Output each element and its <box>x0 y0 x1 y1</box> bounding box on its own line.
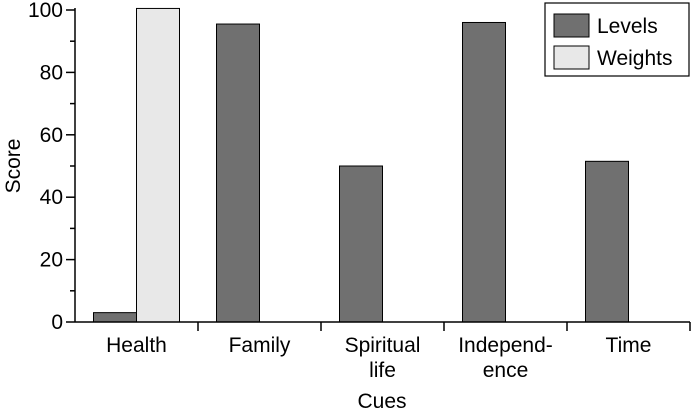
y-tick-label: 80 <box>40 61 63 84</box>
y-tick-label: 100 <box>28 0 63 22</box>
y-tick-label: 40 <box>40 186 63 209</box>
x-tick-label: Independ-ence <box>458 334 553 382</box>
x-tick-label: Health <box>106 334 167 357</box>
legend-swatch-weights <box>553 45 590 70</box>
y-ticks-group: 0 20 40 60 80 100 <box>28 0 75 334</box>
bars-group <box>93 7 629 323</box>
legend-label-weights: Weights <box>597 47 672 70</box>
bar-levels <box>93 312 137 323</box>
y-axis-title: Score <box>2 139 25 194</box>
y-tick-label: 0 <box>51 311 63 334</box>
legend-label-levels: Levels <box>597 15 658 38</box>
bar-levels <box>462 21 506 323</box>
bar-weights <box>136 7 180 323</box>
axes-group <box>74 8 690 323</box>
x-axis-title: Cues <box>357 390 406 413</box>
y-tick-label: 60 <box>40 124 63 147</box>
legend-swatch-levels <box>553 13 590 38</box>
x-tick-label: Family <box>229 334 291 357</box>
x-tick-label: Time <box>606 334 652 357</box>
x-tick-label: Spiritual life <box>345 334 421 382</box>
bar-levels <box>339 165 383 323</box>
y-tick-label: 20 <box>40 249 63 272</box>
bar-levels <box>216 23 260 323</box>
legend: Levels Weights <box>544 2 690 77</box>
bar-levels <box>585 160 629 323</box>
x-ticks-group: Health Family Spiritual life Independ-ence Ti… <box>106 322 691 382</box>
